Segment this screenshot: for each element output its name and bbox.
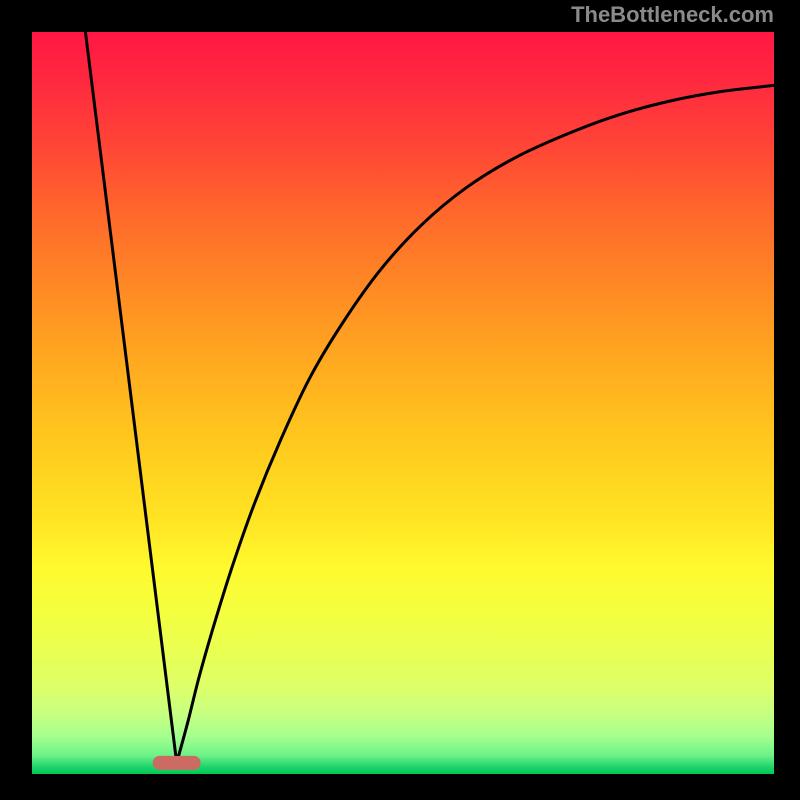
bottleneck-curve: [85, 32, 774, 763]
gradient-background: [32, 32, 774, 774]
plot-svg: [32, 32, 774, 774]
optimum-marker: [153, 756, 201, 770]
plot-area: [32, 32, 774, 774]
watermark-text: TheBottleneck.com: [571, 2, 774, 28]
chart-frame: TheBottleneck.com: [0, 0, 800, 800]
